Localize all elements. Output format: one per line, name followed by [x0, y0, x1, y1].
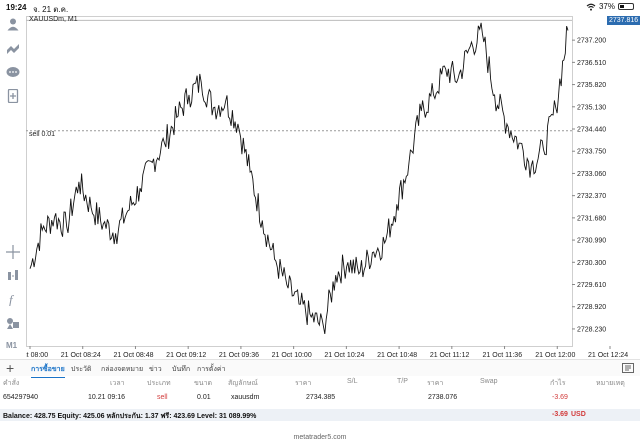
x-tick-label: 21 Oct 10:00 — [272, 352, 312, 359]
table-row[interactable]: 654297940 10.21 09:16 sell 0.01 xauusdm … — [0, 394, 640, 406]
svg-text:f: f — [9, 292, 15, 306]
account-icon[interactable] — [5, 16, 21, 32]
y-tick-label: 2728.920 — [577, 304, 606, 311]
battery-percent: 37% — [598, 2, 615, 11]
y-tick-label: 2733.750 — [577, 149, 606, 156]
x-tick-label: 21 Oct 09:36 — [219, 352, 259, 359]
y-tick-label: 2733.060 — [577, 171, 606, 178]
y-tick-label: 2728.230 — [577, 326, 606, 333]
status-time: 19:24 — [6, 3, 27, 12]
status-right: 37% — [586, 2, 634, 11]
row-profit: -3.69 — [552, 394, 568, 401]
summary-text: Balance: 428.75 Equity: 425.06 หลักประกั… — [3, 413, 257, 420]
row-type: sell — [157, 394, 168, 401]
y-tick-label: 2736.510 — [577, 60, 606, 67]
col-sl: S/L — [347, 378, 358, 385]
y-tick-label: 2737.200 — [577, 38, 606, 45]
timeframe-button[interactable]: M1 — [6, 341, 18, 350]
col-volume: ขนาด — [194, 380, 213, 387]
row-symbol: xauusdm — [231, 394, 260, 401]
sort-icon[interactable] — [622, 363, 634, 373]
chart-symbol-label: XAUUSDm, M1 — [29, 16, 78, 23]
row-price: 2738.076 — [428, 394, 458, 401]
x-tick-label: 21 Oct 11:36 — [483, 352, 523, 359]
col-profit: กำไร — [550, 380, 566, 387]
row-volume: 0.01 — [197, 394, 211, 401]
plot-frame — [26, 16, 573, 347]
account-summary: Balance: 428.75 Equity: 425.06 หลักประกั… — [0, 409, 640, 421]
tab-mailbox[interactable]: กล่องจดหมาย — [101, 366, 144, 373]
x-tick-label: 21 Oct 10:48 — [377, 352, 417, 359]
col-open-price: ราคา — [295, 380, 312, 387]
tab-trade[interactable]: การซื้อขาย — [31, 364, 65, 378]
objects-icon[interactable] — [5, 315, 21, 331]
status-bar: 19:24 จ. 21 ต.ค. 37% — [0, 0, 640, 14]
function-icon[interactable]: f — [5, 291, 21, 307]
current-price-tag: 2737.816 — [607, 15, 640, 25]
x-tick-label: 21 Oct 12:24 — [588, 352, 628, 359]
chart-toolbar: f M1 — [0, 14, 26, 356]
toolbox-tabbar: + การซื้อขาย ประวัติ กล่องจดหมาย ข่าว บั… — [0, 359, 640, 378]
y-tick-label: 2732.370 — [577, 193, 606, 200]
y-tick-label: 2729.610 — [577, 282, 606, 289]
status-date: จ. 21 ต.ค. — [33, 5, 69, 14]
tab-settings[interactable]: การตั้งค่า — [197, 366, 226, 373]
y-tick-label: 2730.990 — [577, 238, 606, 245]
col-time: เวลา — [110, 380, 125, 387]
x-tick-label: 21 Oct 12:00 — [535, 352, 575, 359]
col-symbol: สัญลักษณ์ — [228, 380, 258, 387]
footer-url[interactable]: metatrader5.com — [293, 434, 347, 441]
col-price: ราคา — [427, 380, 444, 387]
y-tick-label: 2734.440 — [577, 127, 606, 134]
summary-currency: USD — [571, 411, 586, 418]
x-tick-label: 21 Oct 08:48 — [113, 352, 153, 359]
new-order-icon[interactable] — [5, 88, 21, 104]
x-tick-label: 21 Oct 09:12 — [166, 352, 206, 359]
col-tp: T/P — [397, 378, 408, 385]
price-series-line — [29, 22, 569, 334]
row-open-price: 2734.385 — [306, 394, 336, 401]
battery-icon — [618, 3, 634, 10]
crosshair-icon[interactable] — [5, 244, 21, 260]
col-type: ประเภท — [147, 380, 171, 387]
y-tick-label: 2735.130 — [577, 104, 606, 111]
y-tick-label: 2735.820 — [577, 82, 606, 89]
add-icon[interactable]: + — [6, 360, 15, 376]
price-chart[interactable]: 2737.200 2736.510 2735.820 2735.130 2734.440… — [26, 14, 640, 359]
tab-journal[interactable]: บันทึก — [172, 366, 191, 373]
y-tick-label: 2730.300 — [577, 260, 606, 267]
tab-news[interactable]: ข่าว — [149, 366, 162, 373]
y-tick-label: 2731.680 — [577, 215, 606, 222]
row-time: 10.21 09:16 — [88, 394, 125, 401]
indicators-icon[interactable] — [5, 267, 21, 283]
positions-header: คำสั่ง เวลา ประเภท ขนาด สัญลักษณ์ ราคา S… — [0, 378, 640, 390]
col-swap: Swap — [480, 378, 498, 385]
tab-history[interactable]: ประวัติ — [71, 366, 92, 373]
col-comment: หมายเหตุ — [596, 380, 625, 387]
chat-icon[interactable] — [5, 65, 21, 81]
x-tick-label: 21 Oct 08:00 — [26, 352, 48, 359]
x-tick-label: 21 Oct 11:12 — [430, 352, 470, 359]
chart-canvas[interactable]: 2737.200 2736.510 2735.820 2735.130 2734.440… — [26, 14, 640, 359]
x-tick-label: 21 Oct 10:24 — [324, 352, 364, 359]
wifi-icon — [586, 3, 596, 11]
summary-profit: -3.69 — [552, 411, 568, 418]
order-level-label: sell 0.01 — [29, 131, 56, 138]
trade-icon[interactable] — [5, 41, 21, 57]
row-order: 654297940 — [3, 394, 39, 401]
col-order: คำสั่ง — [3, 380, 20, 387]
battery-fill — [620, 5, 625, 8]
x-tick-label: 21 Oct 08:24 — [61, 352, 101, 359]
